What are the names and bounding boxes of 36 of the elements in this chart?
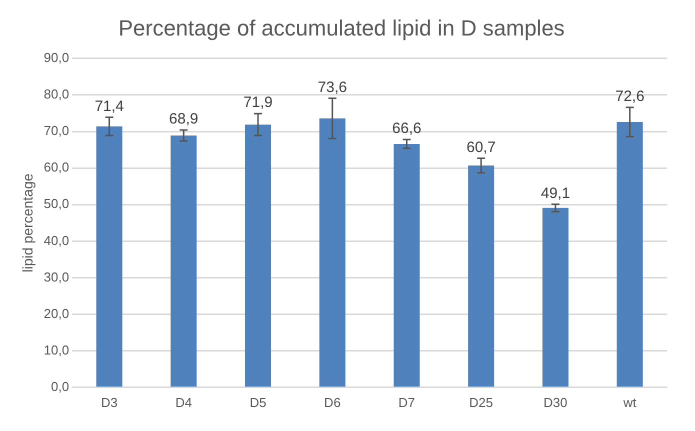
x-tick-label: D25 (469, 394, 494, 410)
chart-title: Percentage of accumulated lipid in D samples (118, 15, 565, 40)
data-label: 71,4 (94, 98, 124, 115)
bar (542, 208, 568, 387)
y-tick-label: 80,0 (44, 86, 70, 102)
y-tick-label: 50,0 (44, 196, 70, 212)
y-tick-label: 40,0 (44, 232, 70, 248)
y-tick-label: 20,0 (44, 306, 70, 321)
bar (170, 136, 197, 387)
y-tick-label: 0,0 (51, 378, 70, 394)
bar (244, 124, 272, 387)
data-label: 66,6 (392, 120, 422, 138)
data-label: 71,9 (243, 94, 273, 112)
x-tick-label: D6 (324, 394, 341, 410)
data-label: 49,1 (540, 184, 570, 202)
data-label: 60,7 (466, 138, 496, 156)
x-tick-label: D3 (100, 394, 118, 410)
y-tick-label: 90,0 (44, 50, 70, 65)
y-tick-label: 60,0 (44, 160, 70, 175)
data-label: 73,6 (318, 78, 347, 96)
bar (468, 166, 494, 387)
y-tick-label: 70,0 (44, 123, 70, 138)
data-label: 68,9 (169, 110, 198, 128)
bar (394, 144, 420, 387)
x-tick-label: D4 (175, 394, 192, 410)
x-tick-label: D30 (544, 394, 568, 410)
bar (96, 126, 122, 387)
bar (319, 118, 346, 387)
data-label: 72,6 (615, 88, 644, 106)
x-tick-label: D5 (250, 394, 266, 410)
bar (616, 122, 643, 387)
y-tick-label: 10,0 (44, 342, 70, 358)
y-axis-title: lipid percentage (19, 173, 36, 272)
x-tick-label: wt (622, 394, 637, 410)
x-tick-label: D7 (398, 394, 416, 410)
y-tick-label: 30,0 (44, 269, 70, 284)
